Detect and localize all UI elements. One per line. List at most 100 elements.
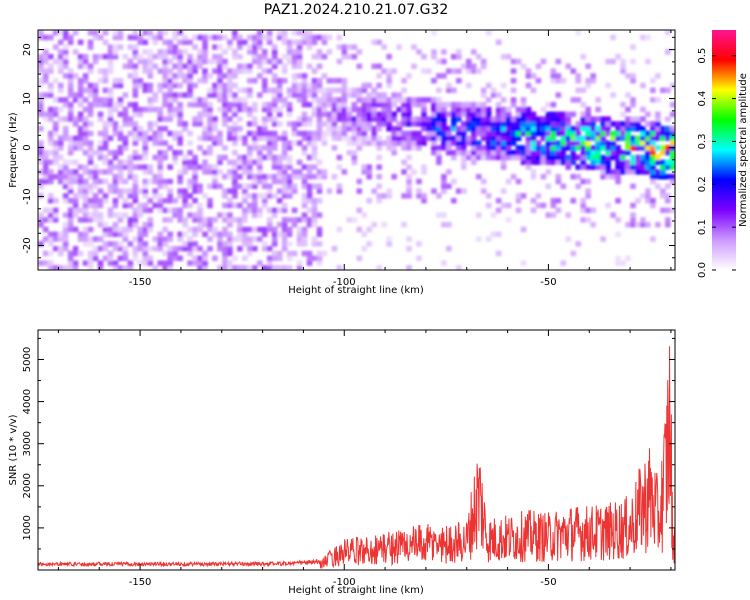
spectrogram-cell	[336, 116, 343, 122]
spectrogram-cell	[52, 159, 59, 165]
spectrogram-cell	[590, 126, 596, 132]
spectrogram-cell	[92, 198, 99, 204]
spectrogram-cell	[107, 212, 114, 218]
spectrogram-cell	[535, 202, 542, 209]
spectrogram-cell	[535, 140, 542, 146]
spectrogram-cell	[595, 97, 601, 103]
spectrogram-cell	[356, 145, 363, 151]
spectrogram-cell	[595, 159, 601, 165]
spectrogram-cell	[197, 135, 203, 141]
spectrogram-cell	[132, 212, 139, 218]
spectrogram-cell	[57, 236, 64, 242]
spectrogram-cell	[296, 73, 303, 79]
spectrogram-cell	[162, 54, 168, 60]
spectrogram-cell	[361, 106, 368, 113]
spectrogram-cell	[137, 236, 144, 242]
spectrogram-cell	[232, 183, 238, 189]
spectrogram-cell	[540, 121, 547, 127]
spectrogram-cell	[202, 39, 208, 45]
spectrogram-cell	[97, 222, 104, 228]
snr-y-tick-label: 1000	[22, 515, 33, 540]
spectrogram-cell	[500, 82, 507, 89]
spectrogram-cell	[490, 150, 497, 156]
spectrogram-cell	[540, 150, 547, 156]
spectrogram-cell	[475, 126, 482, 132]
spectrogram-cell	[336, 58, 343, 65]
spectrogram-cell	[470, 116, 477, 122]
spectrogram-cell	[346, 87, 353, 93]
spectrogram-cell	[495, 154, 502, 161]
spectrogram-cell	[237, 106, 243, 113]
spectrogram-cell	[316, 130, 323, 137]
spectrogram-cell	[52, 207, 59, 213]
spectrogram-cell	[655, 126, 661, 132]
spectrogram-cell	[82, 207, 89, 213]
spectrogram-cell	[605, 82, 611, 89]
spectrogram-cell	[485, 116, 492, 122]
spectrogram-cell	[202, 111, 208, 117]
spectrogram-cell	[565, 121, 572, 127]
spectrogram-cell	[286, 217, 293, 223]
spectrogram-cell	[102, 222, 109, 228]
spectrogram-cell	[441, 183, 447, 189]
spectrogram-cell	[232, 73, 238, 79]
spectrogram-cell	[157, 207, 164, 213]
spectrogram-cell	[197, 207, 203, 213]
spectrogram-cell	[416, 188, 422, 194]
spectrogram-cell	[655, 174, 661, 180]
snr-y-tick-label: 5000	[22, 347, 33, 372]
spectrogram-cell	[441, 135, 447, 141]
spectrogram-cell	[162, 68, 168, 74]
spectrogram-cell	[62, 54, 69, 60]
spectrogram-cell	[361, 164, 368, 170]
spectrogram-cell	[256, 260, 263, 266]
spectrogram-cell	[276, 222, 283, 228]
spectrogram-cell	[197, 255, 203, 261]
spectrogram-cell	[291, 183, 298, 189]
spectrogram-cell	[271, 159, 278, 165]
spectrogram-cell	[560, 116, 567, 122]
spectrogram-x-tick-label: -100	[333, 277, 356, 288]
spectrogram-cell	[590, 159, 596, 165]
spectrogram-cell	[92, 102, 99, 108]
spectrogram-cell	[112, 150, 119, 156]
spectrogram-cell	[585, 164, 591, 170]
spectrogram-cell	[650, 140, 656, 146]
spectrogram-cell	[595, 135, 601, 141]
spectrogram-cell	[421, 121, 427, 127]
spectrogram-cell	[555, 126, 562, 132]
spectrogram-cell	[82, 226, 89, 233]
spectrogram-cell	[92, 54, 99, 60]
spectrogram-cell	[615, 121, 621, 127]
spectrogram-cell	[635, 145, 641, 151]
spectrogram-cell	[615, 178, 621, 185]
spectrogram-cell	[261, 231, 268, 237]
spectrogram-cell	[202, 49, 208, 55]
spectrogram-cell	[202, 102, 208, 108]
spectrogram-cell	[142, 202, 149, 209]
spectrogram-cell	[406, 111, 412, 117]
spectrogram-cell	[217, 44, 223, 50]
spectrogram-cell	[232, 217, 238, 223]
spectrogram-cell	[291, 82, 298, 89]
spectrogram-cell	[620, 111, 626, 117]
spectrogram-cell	[97, 236, 104, 242]
spectrogram-cell	[615, 217, 621, 223]
spectrogram-cell	[625, 73, 631, 79]
spectrogram-cell	[276, 154, 283, 161]
spectrogram-cell	[177, 111, 183, 117]
spectrogram-cell	[396, 130, 402, 137]
spectrogram-cell	[232, 97, 238, 103]
spectrogram-cell	[237, 135, 243, 141]
spectrogram-cell	[660, 150, 666, 156]
spectrogram-cell	[47, 207, 54, 213]
spectrogram-cell	[585, 145, 591, 151]
spectrogram-cell	[271, 92, 278, 98]
spectrogram-cell	[461, 135, 467, 141]
spectrogram-cell	[62, 58, 69, 65]
spectrogram-cell	[306, 198, 313, 204]
spectrogram-cell	[251, 212, 258, 218]
spectrogram-cell	[361, 111, 368, 117]
spectrogram-cell	[470, 150, 477, 156]
spectrogram-cell	[306, 207, 313, 213]
